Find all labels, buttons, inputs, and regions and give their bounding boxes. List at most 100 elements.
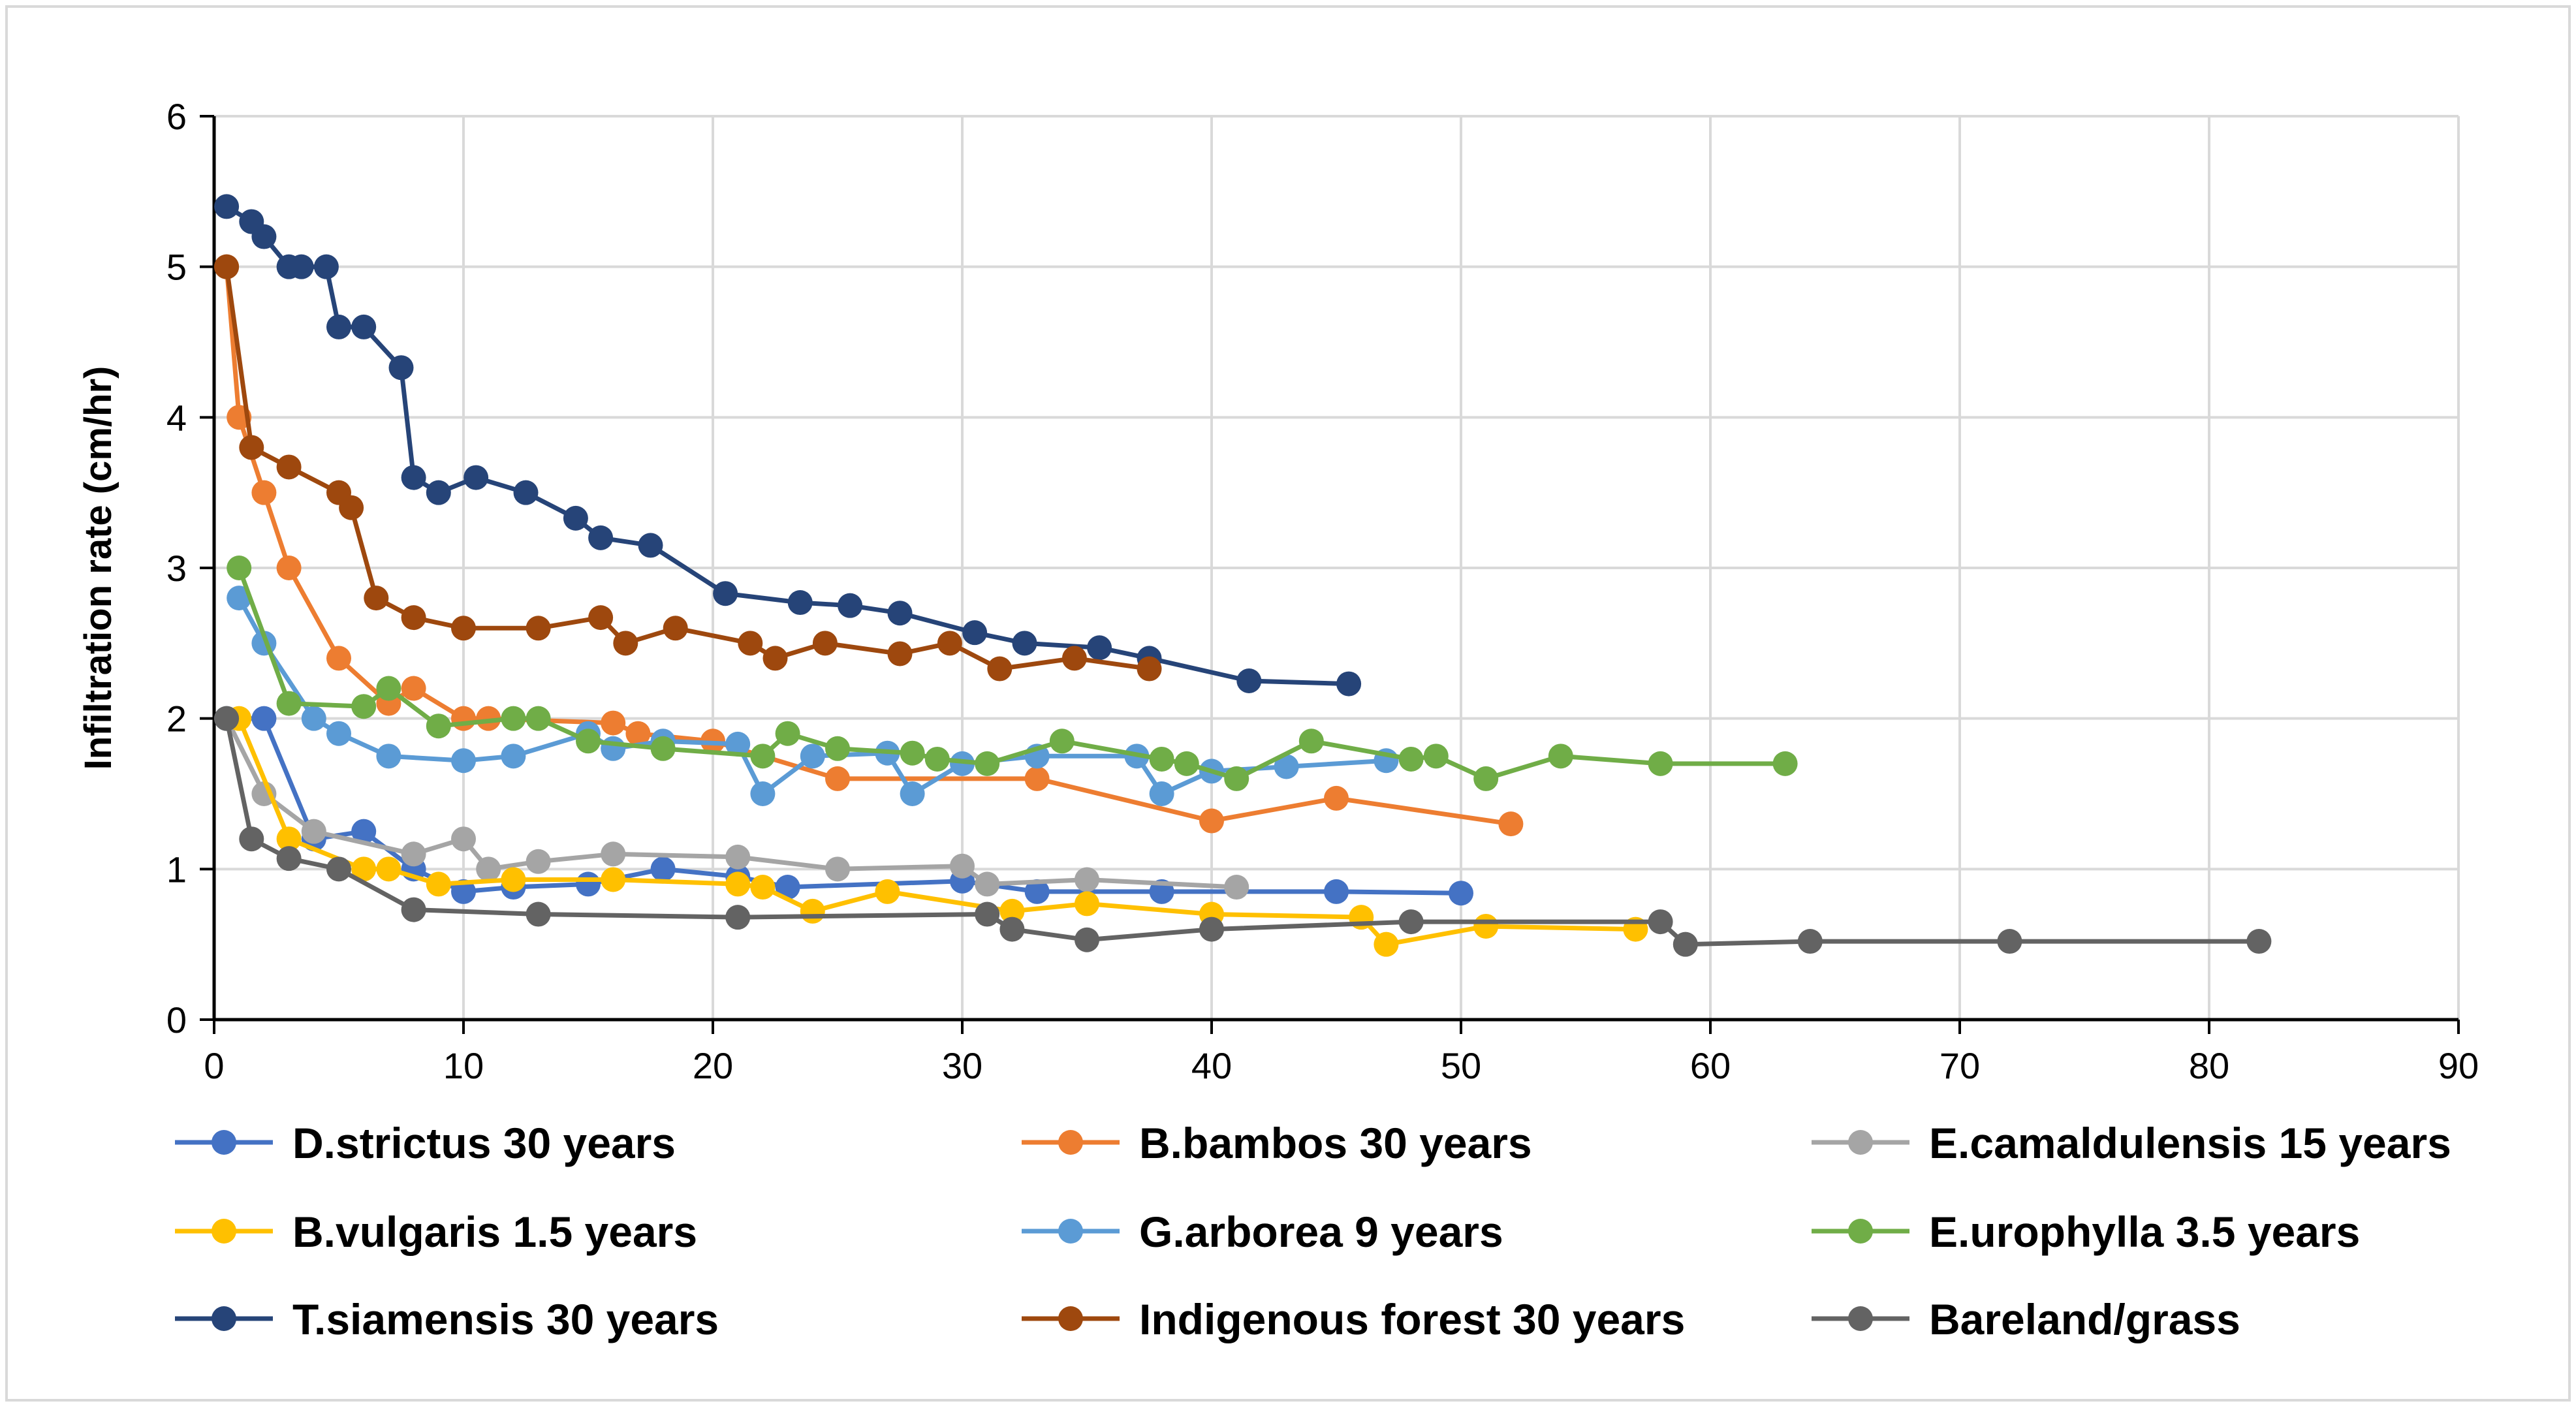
data-point <box>351 314 377 339</box>
data-point <box>526 706 551 731</box>
data-point <box>513 480 539 505</box>
data-point <box>251 480 277 505</box>
x-tick-label: 60 <box>1690 1045 1731 1086</box>
data-point <box>276 556 302 580</box>
legend: D.strictus 30 years B.bambos 30 years E.ca… <box>175 1119 2451 1343</box>
data-point <box>401 605 426 631</box>
data-point <box>787 590 813 616</box>
legend-marker <box>212 1306 236 1331</box>
legend-label: T.siamensis 30 years <box>292 1295 719 1343</box>
legend-label: B.bambos 30 years <box>1139 1119 1532 1167</box>
y-tick-label: 6 <box>166 96 187 137</box>
data-point <box>775 721 800 746</box>
data-point <box>900 781 925 806</box>
data-point <box>526 616 551 641</box>
y-tick-label: 2 <box>166 698 187 740</box>
data-point <box>426 871 451 897</box>
y-tick-label: 0 <box>166 999 187 1041</box>
data-point <box>887 601 913 626</box>
x-tick-label: 10 <box>443 1045 484 1086</box>
data-point <box>376 676 401 701</box>
data-point <box>875 879 900 904</box>
legend-item: B.vulgaris 1.5 years <box>175 1208 697 1256</box>
data-point <box>1149 746 1174 772</box>
data-point <box>1673 932 1698 957</box>
data-point <box>638 533 663 558</box>
data-point <box>2246 929 2272 954</box>
data-point <box>401 841 426 867</box>
data-point <box>463 465 489 490</box>
data-point <box>1236 668 1262 693</box>
data-point <box>501 744 526 769</box>
data-point <box>975 751 1000 776</box>
series-8 <box>214 254 1162 682</box>
data-point <box>601 736 626 761</box>
legend-label: D.strictus 30 years <box>292 1119 676 1167</box>
data-point <box>326 314 351 339</box>
data-point <box>1075 867 1099 892</box>
data-point <box>762 646 788 671</box>
x-tick-label: 90 <box>2438 1045 2479 1086</box>
data-point <box>1174 751 1199 776</box>
data-point <box>588 605 614 631</box>
x-tick-label: 70 <box>1940 1045 1980 1086</box>
data-point <box>1997 929 2022 954</box>
legend-item: E.camaldulensis 15 years <box>1812 1119 2451 1167</box>
data-point <box>214 194 240 219</box>
data-point <box>526 849 551 874</box>
legend-item: T.siamensis 30 years <box>175 1295 719 1343</box>
data-point <box>227 586 252 611</box>
data-point <box>351 856 377 882</box>
legend-marker <box>1848 1219 1873 1244</box>
data-point <box>1199 808 1224 834</box>
data-point <box>351 819 377 844</box>
data-point <box>999 898 1025 924</box>
series-7 <box>214 194 1362 697</box>
data-point <box>1049 728 1075 754</box>
data-point <box>1087 635 1112 661</box>
data-point <box>825 766 850 791</box>
data-point <box>1797 929 1823 954</box>
data-point <box>214 706 240 731</box>
data-point <box>326 856 351 882</box>
series-9 <box>214 706 2272 957</box>
series-6 <box>227 556 1798 791</box>
x-tick-label: 0 <box>204 1045 224 1086</box>
data-point <box>713 581 738 606</box>
data-point <box>725 731 751 757</box>
data-point <box>426 480 451 505</box>
series-4 <box>227 706 1648 957</box>
legend-marker <box>1848 1130 1873 1155</box>
data-point <box>1473 913 1499 939</box>
data-point <box>1548 744 1573 769</box>
legend-marker <box>1058 1306 1083 1331</box>
data-point <box>588 525 614 550</box>
x-tick-label: 50 <box>1441 1045 1481 1086</box>
data-point <box>1075 927 1099 952</box>
data-point <box>451 748 476 774</box>
data-point <box>426 713 451 739</box>
chart-border <box>5 5 2571 1402</box>
data-point <box>613 631 638 656</box>
data-point <box>276 691 302 716</box>
data-point <box>601 867 626 892</box>
data-point <box>251 781 277 806</box>
data-point <box>838 593 863 618</box>
legend-label: Bareland/grass <box>1929 1295 2240 1343</box>
data-point <box>1398 746 1424 772</box>
data-point <box>725 844 751 870</box>
data-point <box>1772 751 1798 776</box>
data-point <box>663 616 688 641</box>
data-point <box>725 871 751 897</box>
data-point <box>900 740 925 766</box>
data-point <box>563 505 588 531</box>
data-point <box>812 631 838 656</box>
data-point <box>962 620 988 646</box>
data-point <box>1374 932 1399 957</box>
legend-item: D.strictus 30 years <box>175 1119 676 1167</box>
data-point <box>451 616 476 641</box>
data-point <box>476 706 501 731</box>
data-point <box>214 254 240 279</box>
